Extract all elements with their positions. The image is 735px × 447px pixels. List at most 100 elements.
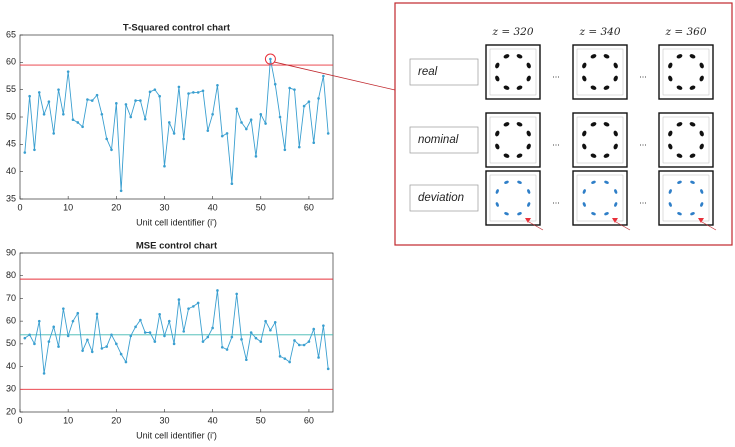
y-tick-label: 65	[6, 29, 16, 39]
data-point	[240, 338, 243, 341]
data-point	[264, 122, 267, 125]
data-point	[327, 132, 330, 135]
data-point	[96, 94, 99, 97]
cell-image	[486, 45, 540, 99]
data-point	[48, 100, 51, 103]
data-point	[279, 355, 282, 358]
cell-image	[659, 171, 713, 225]
y-tick-label: 20	[6, 406, 16, 416]
y-tick-label: 70	[6, 293, 16, 303]
data-point	[134, 99, 137, 102]
data-point	[168, 320, 171, 323]
data-point	[163, 165, 166, 168]
data-point	[235, 293, 238, 296]
data-point	[120, 190, 123, 193]
y-tick-label: 40	[6, 166, 16, 176]
data-point	[76, 312, 79, 315]
data-point	[139, 99, 142, 102]
data-point	[303, 105, 306, 108]
ellipsis: ...	[639, 195, 647, 205]
data-point	[327, 368, 330, 371]
y-tick-label: 30	[6, 384, 16, 394]
data-point	[43, 372, 46, 375]
data-point	[173, 132, 176, 135]
data-point	[312, 328, 315, 331]
y-tick-label: 80	[6, 270, 16, 280]
data-point	[178, 298, 181, 301]
plot-area	[20, 35, 333, 199]
data-point	[207, 129, 210, 132]
data-point	[149, 331, 152, 334]
ellipsis: ...	[552, 137, 560, 147]
data-point	[250, 118, 253, 121]
x-tick-label: 60	[304, 202, 314, 212]
data-point	[221, 346, 224, 349]
data-point	[221, 135, 224, 138]
data-point	[312, 141, 315, 144]
data-point	[317, 97, 320, 100]
y-tick-label: 50	[6, 111, 16, 121]
data-point	[144, 331, 147, 334]
data-point	[202, 89, 205, 92]
data-point	[105, 138, 108, 141]
data-point	[168, 121, 171, 124]
data-point	[154, 88, 157, 91]
data-point	[163, 335, 166, 338]
data-point	[226, 132, 229, 135]
ellipsis: ...	[639, 137, 647, 147]
data-point	[308, 100, 311, 103]
data-point	[125, 361, 128, 364]
x-tick-label: 10	[63, 202, 73, 212]
column-header: z = 360	[664, 26, 706, 38]
data-point	[279, 116, 282, 119]
data-point	[24, 151, 27, 154]
data-point	[202, 340, 205, 343]
data-point	[91, 99, 94, 102]
data-point	[259, 113, 262, 116]
y-tick-label: 90	[6, 247, 16, 257]
data-point	[24, 337, 27, 340]
data-point	[158, 313, 161, 316]
data-point	[129, 335, 132, 338]
data-point	[76, 121, 79, 124]
data-point	[52, 132, 55, 135]
data-point	[308, 340, 311, 343]
data-point	[57, 88, 60, 91]
data-point	[231, 336, 234, 339]
data-point	[259, 340, 262, 343]
y-tick-label: 40	[6, 361, 16, 371]
data-point	[298, 344, 301, 347]
ellipsis: ...	[552, 69, 560, 79]
data-point	[255, 337, 258, 340]
y-tick-label: 35	[6, 193, 16, 203]
data-point	[173, 343, 176, 346]
data-point	[154, 340, 157, 343]
x-tick-label: 40	[208, 415, 218, 425]
data-point	[48, 340, 51, 343]
data-point	[226, 348, 229, 351]
data-point	[134, 326, 137, 329]
data-point	[33, 149, 36, 152]
data-point	[264, 320, 267, 323]
data-point	[139, 319, 142, 322]
data-point	[245, 358, 248, 361]
ellipsis: ...	[639, 69, 647, 79]
chart-title: T-Squared control chart	[123, 23, 231, 34]
data-point	[216, 84, 219, 87]
data-point	[115, 102, 118, 105]
x-tick-label: 60	[304, 415, 314, 425]
x-axis-label: Unit cell identifier (i')	[136, 217, 217, 227]
y-tick-label: 45	[6, 139, 16, 149]
data-point	[187, 307, 190, 310]
data-point	[101, 113, 104, 116]
row-label: deviation	[418, 192, 464, 204]
data-point	[62, 113, 65, 116]
data-point	[240, 121, 243, 124]
data-point	[317, 356, 320, 359]
data-point	[72, 320, 75, 323]
data-point	[178, 86, 181, 89]
data-point	[81, 126, 84, 129]
cell-image	[486, 113, 540, 167]
data-point	[322, 324, 325, 327]
row-label: nominal	[418, 134, 459, 146]
